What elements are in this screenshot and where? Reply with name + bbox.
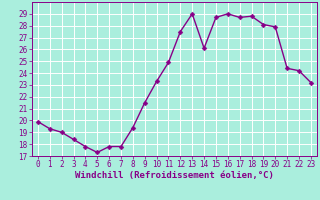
X-axis label: Windchill (Refroidissement éolien,°C): Windchill (Refroidissement éolien,°C)	[75, 171, 274, 180]
